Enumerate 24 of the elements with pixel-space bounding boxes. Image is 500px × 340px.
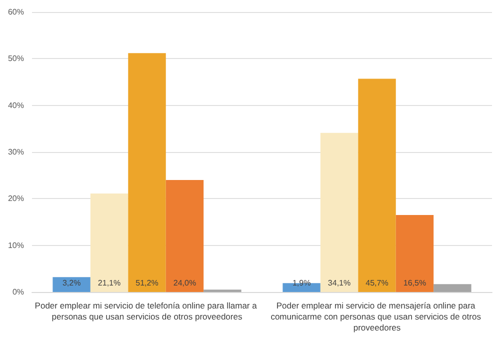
data-label: 21,1% bbox=[98, 278, 121, 288]
bar bbox=[358, 78, 396, 292]
bar bbox=[166, 180, 204, 292]
bar bbox=[90, 194, 128, 292]
data-label: 24,0% bbox=[173, 278, 196, 288]
bar bbox=[52, 277, 90, 292]
bar bbox=[128, 53, 166, 292]
y-tick-label: 60% bbox=[8, 8, 24, 16]
data-label: 45,7% bbox=[366, 278, 388, 288]
data-label: 16,5% bbox=[403, 278, 426, 288]
y-tick-label: 30% bbox=[8, 148, 24, 156]
bar bbox=[320, 132, 358, 292]
data-label: 3,2% bbox=[62, 278, 81, 288]
x-tick-label: Poder emplear mi servicio de telefonía online para llamar a personas que usan servicios de otros proveedores bbox=[34, 300, 260, 322]
bar bbox=[396, 215, 434, 292]
x-tick-label: Poder emplear mi servicio de mensajería online para comunicarme con personas que usan servicios de otros proveedores bbox=[270, 300, 484, 332]
y-tick-label: 40% bbox=[8, 100, 24, 110]
bar bbox=[434, 284, 472, 292]
y-tick-label: 10% bbox=[8, 240, 24, 250]
data-label: 34,1% bbox=[328, 278, 351, 288]
y-tick-label: 50% bbox=[8, 54, 24, 64]
y-tick-label: 0% bbox=[12, 288, 24, 296]
data-label: 51,2% bbox=[136, 278, 158, 288]
y-tick-label: 20% bbox=[8, 194, 24, 204]
